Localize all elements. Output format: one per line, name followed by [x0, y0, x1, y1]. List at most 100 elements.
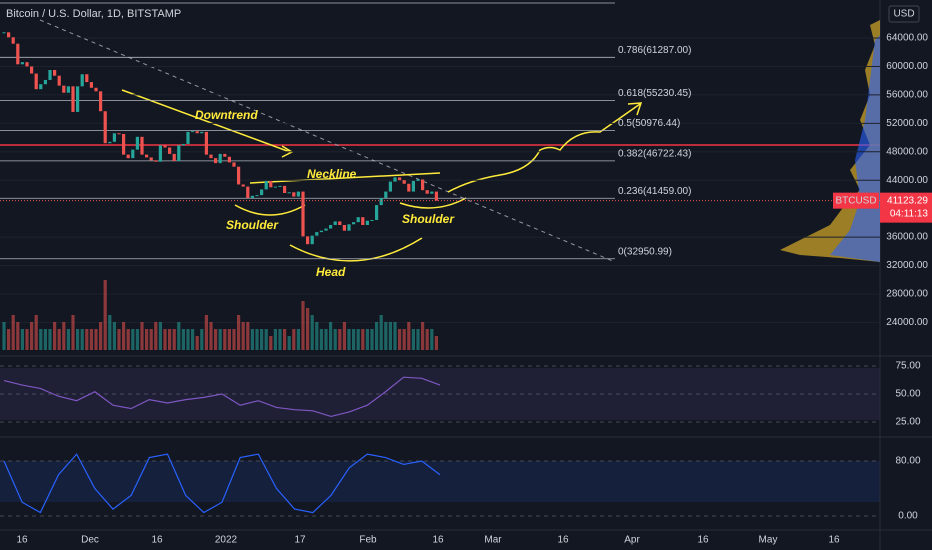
volume-bar	[103, 280, 107, 350]
candle	[430, 191, 434, 194]
candle	[301, 191, 305, 237]
time-label: 16	[697, 535, 709, 546]
candle	[296, 191, 300, 197]
candle	[48, 69, 52, 80]
volume-bar	[402, 329, 406, 350]
candle	[356, 217, 360, 223]
volume-bar	[421, 322, 425, 350]
volume-bar	[62, 322, 66, 350]
candle	[338, 221, 342, 225]
volume-bar	[370, 329, 374, 350]
volume-bar	[264, 329, 268, 350]
candle	[319, 230, 323, 233]
volume-bar	[232, 329, 236, 350]
time-label: May	[759, 535, 778, 546]
candle	[287, 192, 291, 194]
candle	[306, 236, 310, 245]
price-tick-label: 60000.00	[886, 61, 928, 72]
annotation: Downtrend	[195, 108, 258, 122]
volume-bar	[2, 322, 6, 350]
volume-bar	[379, 315, 383, 350]
candle	[315, 232, 319, 236]
candle	[99, 91, 103, 112]
arrow-head	[627, 102, 643, 116]
time-label: Mar	[484, 535, 502, 546]
volume-bar	[365, 329, 369, 350]
volume-bar	[223, 329, 227, 350]
candle	[154, 160, 158, 162]
candle	[273, 186, 277, 188]
candle	[71, 86, 75, 112]
annotation: Shoulder	[226, 218, 279, 232]
volume-bar	[333, 329, 337, 350]
volume-bar	[195, 336, 199, 350]
candle	[149, 157, 153, 161]
volume-bar	[11, 315, 15, 350]
candle	[126, 154, 130, 159]
candle	[416, 179, 420, 181]
candle	[329, 224, 333, 229]
volume-bar	[310, 315, 314, 350]
candle	[421, 179, 425, 191]
candle	[122, 133, 126, 155]
time-label: Apr	[624, 535, 640, 546]
candle	[255, 195, 259, 197]
time-label: 2022	[215, 535, 238, 546]
candle	[237, 166, 241, 185]
volume-bar	[329, 322, 333, 350]
shoulder-curve	[399, 197, 467, 209]
candle	[163, 145, 167, 148]
currency: USD	[893, 9, 914, 20]
candle	[232, 162, 236, 167]
volume-bar	[384, 322, 388, 350]
volume-bar	[191, 329, 195, 350]
price-tick-label: 36000.00	[886, 232, 928, 243]
candle	[375, 205, 379, 221]
candle	[94, 87, 98, 92]
candle	[246, 186, 250, 198]
time-label: 16	[16, 535, 28, 546]
candle	[393, 177, 397, 182]
volume-bar	[39, 329, 43, 350]
volume-bar	[89, 329, 93, 350]
volume-bar	[48, 329, 52, 350]
volume-bar	[149, 329, 153, 350]
price-tick-label: 56000.00	[886, 90, 928, 101]
symbol-label: BTCUSD	[835, 195, 876, 206]
volume-bar	[80, 329, 84, 350]
candle	[241, 184, 245, 187]
volume-bar	[34, 315, 38, 350]
candle	[11, 37, 15, 44]
volume-bar	[356, 329, 360, 350]
candle	[260, 189, 264, 196]
candle	[283, 185, 287, 193]
candle	[347, 224, 351, 231]
candle	[411, 180, 415, 192]
candle	[181, 143, 185, 146]
volume-bar	[16, 322, 20, 350]
candle	[140, 136, 144, 155]
price-tick-label: 28000.00	[886, 289, 928, 300]
price-tick-label: 32000.00	[886, 260, 928, 271]
volume-bar	[352, 329, 356, 350]
volume-bar	[20, 329, 24, 350]
candle	[384, 191, 388, 198]
candle	[168, 147, 172, 154]
volume-bar	[237, 315, 241, 350]
volume-bar	[227, 329, 231, 350]
candle	[62, 85, 66, 93]
volume-bar	[338, 329, 342, 350]
volume-bar	[347, 329, 351, 350]
price-tick-label: 24000.00	[886, 317, 928, 328]
volume-bar	[255, 329, 259, 350]
candle	[25, 62, 29, 67]
candle	[250, 195, 254, 198]
time-label: 16	[828, 535, 840, 546]
volume-bar	[430, 329, 434, 350]
candle	[204, 131, 208, 155]
time-label: 16	[557, 535, 569, 546]
indicator-tick-label: 50.00	[895, 389, 920, 400]
volume-bar	[411, 329, 415, 350]
head-curve	[289, 237, 423, 262]
